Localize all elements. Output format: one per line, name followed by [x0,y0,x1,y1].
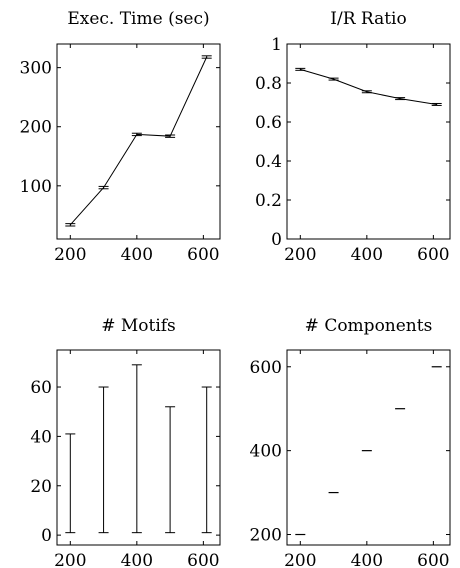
x-tick-label: 600 [187,245,219,265]
error-bar [65,223,76,227]
plot-frame [286,349,451,546]
plot-frame [286,43,451,240]
plot-frame [56,349,221,546]
error-bar [131,364,142,534]
y-tick-label: 0 [271,230,282,250]
y-tick-label: 100 [20,177,52,197]
y-tick-label: 200 [20,118,52,138]
x-tick-label: 400 [351,245,383,265]
error-bar [201,386,212,534]
x-tick-label: 600 [187,551,219,568]
x-tick-label: 600 [417,245,449,265]
x-tick-label: 600 [417,551,449,568]
x-tick-label: 200 [284,551,316,568]
error-bar [395,97,406,101]
error-bar [65,433,76,534]
chart-panel-2: I/R Ratio 200 400 600 0 0.2 0.4 0.6 0.8 1 [255,9,451,265]
x-tick-label: 200 [54,245,86,265]
series-line [300,68,437,105]
x-tick-label: 400 [351,551,383,568]
y-tick-label: 40 [30,427,52,447]
error-bar [165,406,176,534]
chart-title: Exec. Time (sec) [67,9,209,29]
error-bar [98,386,109,534]
chart-title: # Components [305,316,433,336]
chart-panel-1: Exec. Time (sec) 200 400 600 100 200 300 [20,9,221,265]
x-tick-label: 400 [121,551,153,568]
error-bar [131,132,142,137]
error-bar [165,134,176,138]
y-tick-label: 0.8 [255,74,282,94]
error-bar [431,102,442,106]
x-tick-label: 200 [284,245,316,265]
plot-frame [56,43,221,240]
y-tick-label: 1 [271,35,282,55]
x-tick-label: 400 [121,245,153,265]
error-bar [201,55,212,59]
chart-title: # Motifs [101,316,176,336]
chart-panel-4: # Components 200 400 600 200 400 600 [250,316,451,568]
chart-title: I/R Ratio [330,9,406,29]
error-bar [295,67,306,71]
error-bar [361,90,372,94]
y-tick-label: 0.2 [255,191,282,211]
y-tick-label: 400 [250,442,282,462]
error-bar [328,77,339,81]
error-bar [98,185,109,190]
y-tick-label: 60 [30,378,52,398]
y-tick-label: 0.6 [255,113,282,133]
y-tick-label: 600 [250,358,282,378]
y-tick-label: 20 [30,477,52,497]
chart-panel-3: # Motifs 200 400 600 0 20 40 60 [30,316,221,568]
y-tick-label: 300 [20,59,52,79]
y-tick-label: 0.4 [255,152,282,172]
x-tick-label: 200 [54,551,86,568]
y-tick-label: 0 [41,526,52,546]
y-tick-label: 200 [250,526,282,546]
series-line [69,56,208,226]
